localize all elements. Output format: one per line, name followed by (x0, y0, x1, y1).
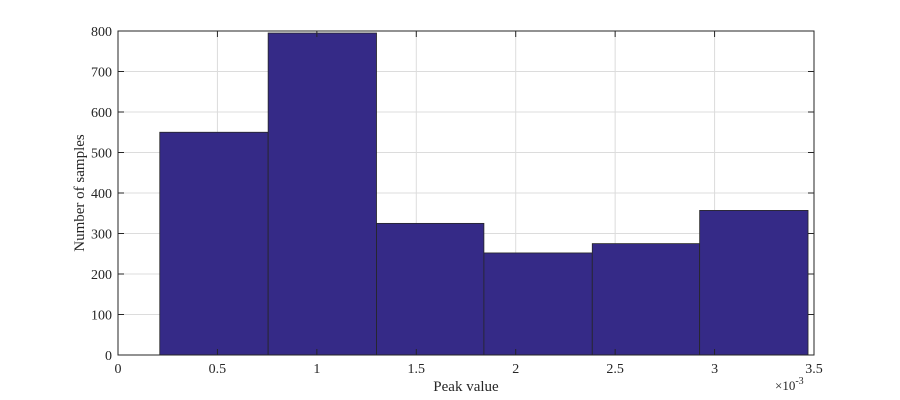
y-tick-label: 700 (91, 66, 112, 81)
histogram-bar (483, 252, 593, 356)
y-axis-label: Number of samples (72, 134, 88, 252)
y-tick-label: 300 (91, 228, 112, 243)
histogram-bars (159, 32, 809, 356)
y-tick-label: 800 (91, 25, 112, 40)
histogram-bar (159, 131, 269, 356)
x-axis-multiplier: ×10-3 (775, 376, 804, 393)
y-tick-label: 100 (91, 309, 112, 324)
x-tick-label: 1.5 (408, 362, 426, 377)
y-axis-ticks: 0 100 200 300 400 500 600 700 800 (91, 25, 814, 364)
x-tick-label: 3 (711, 362, 718, 377)
x-tick-label: 2.5 (606, 362, 624, 377)
x-tick-label: 2 (512, 362, 519, 377)
x-tick-label: 1 (313, 362, 320, 377)
histogram-bar (376, 222, 485, 356)
x-tick-label: 3.5 (805, 362, 823, 377)
x-tick-label: 0.5 (209, 362, 227, 377)
x-axis-multiplier-exponent: -3 (795, 376, 803, 387)
x-axis-ticks: 0 0.5 1 1.5 2 2.5 3 3.5 (115, 31, 823, 377)
histogram-bar (699, 210, 809, 356)
x-tick-label: 0 (115, 362, 122, 377)
y-tick-label: 600 (91, 106, 112, 121)
histogram-bar (591, 243, 701, 356)
y-tick-label: 400 (91, 187, 112, 202)
histogram-bar (267, 32, 377, 356)
y-tick-label: 0 (105, 349, 112, 364)
y-tick-label: 200 (91, 268, 112, 283)
x-axis-label: Peak value (433, 379, 499, 395)
x-axis-multiplier-base: ×10 (775, 378, 795, 393)
y-tick-label: 500 (91, 147, 112, 162)
